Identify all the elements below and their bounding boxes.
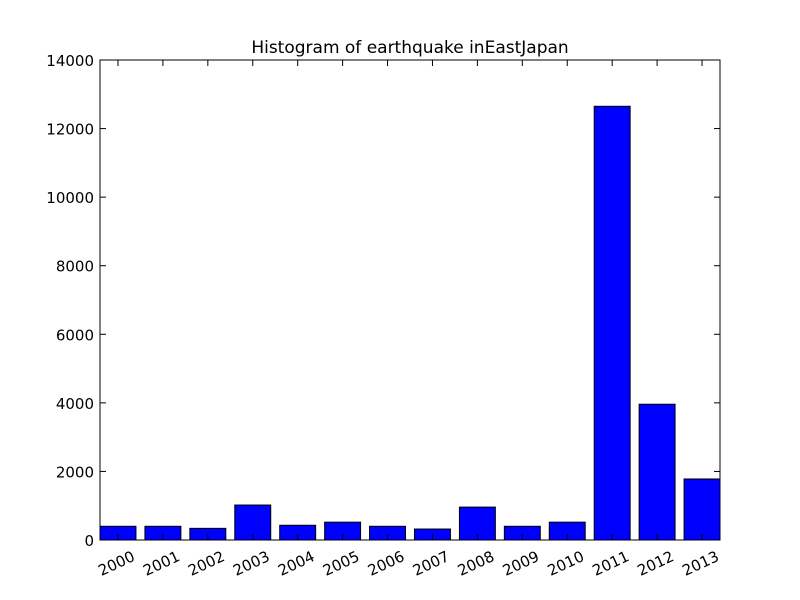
x-tick-label: 2000: [95, 547, 137, 579]
x-tick-label: 2010: [545, 547, 587, 579]
x-tick-label: 2006: [365, 547, 407, 579]
x-tick-label: 2004: [275, 547, 317, 579]
x-tick-label: 2012: [635, 547, 677, 579]
y-tick-label: 0: [84, 532, 94, 550]
y-axis: 0 2000 4000 6000 8000 10000 12000 14000: [46, 52, 720, 550]
y-tick-label: 4000: [56, 395, 94, 413]
x-tick-label: 2008: [455, 547, 497, 579]
bar-2013: [683, 478, 721, 541]
x-tick-label: 2001: [140, 547, 182, 579]
bar-2011: [593, 105, 631, 541]
x-tick-label: 2009: [500, 547, 542, 579]
x-tick-label: 2011: [590, 547, 632, 579]
x-tick-label: 2013: [680, 547, 722, 579]
bars-layer: [99, 105, 721, 541]
x-tick-label: 2007: [410, 547, 452, 579]
y-tick-label: 2000: [56, 463, 94, 481]
x-tick-label: 2002: [185, 547, 227, 579]
y-tick-label: 8000: [56, 258, 94, 276]
x-tick-label: 2005: [320, 547, 362, 579]
y-tick-label: 10000: [46, 189, 94, 207]
chart-title: Histogram of earthquake inEastJapan: [251, 38, 568, 58]
x-tick-label: 2003: [230, 547, 272, 579]
y-tick-label: 12000: [46, 121, 94, 139]
y-tick-label: 14000: [46, 52, 94, 70]
y-tick-label: 6000: [56, 326, 94, 344]
bar-2012: [638, 403, 676, 541]
plot-frame: [99, 59, 721, 541]
